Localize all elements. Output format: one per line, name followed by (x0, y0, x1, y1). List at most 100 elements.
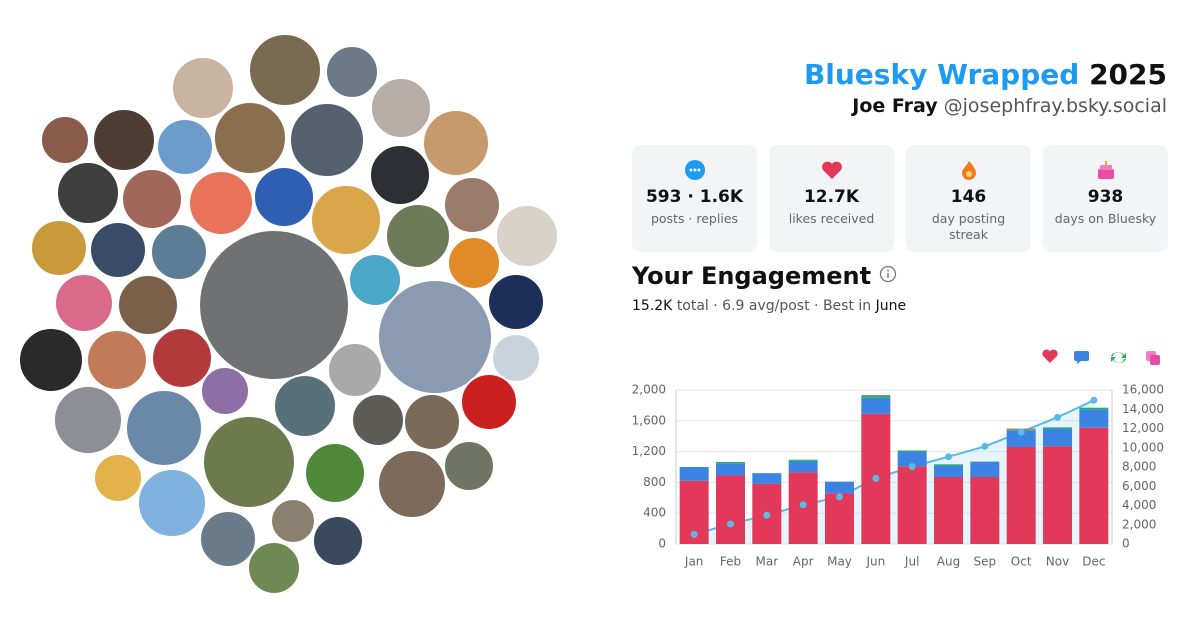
x-tick-label: Mar (756, 555, 779, 569)
avatar (18, 327, 84, 393)
y-tick-label: 1,200 (632, 444, 666, 458)
x-tick-label: Dec (1082, 555, 1105, 569)
stat-label: posts · replies (650, 211, 739, 226)
bar-segment (1006, 430, 1036, 447)
legend (1042, 349, 1160, 365)
line-point (872, 474, 880, 482)
line-point (836, 493, 843, 501)
bar-segment (861, 395, 891, 398)
display-name: Joe Fray (852, 95, 938, 117)
avatar (188, 170, 254, 236)
avatar (385, 203, 451, 269)
y-tick-label: 10,000 (1122, 440, 1164, 454)
summary: total · 6.9 avg/post · Best in (676, 298, 872, 314)
avatar (312, 515, 364, 567)
avatar (198, 229, 350, 381)
y-tick-label: 8,000 (1122, 460, 1156, 474)
avatar (495, 204, 559, 268)
bar-segment (825, 493, 854, 544)
section-summary: 15.2K total · 6.9 avg/post · Best in Jun… (632, 298, 906, 314)
handle: @josephfray.bsky.social (943, 95, 1167, 117)
bar-segment (679, 467, 709, 481)
stat-value: 146 (950, 187, 987, 207)
x-tick-label: Feb (720, 555, 741, 569)
avatar (273, 374, 337, 438)
bar-segment (716, 461, 745, 464)
avatar (447, 236, 501, 290)
avatar (151, 327, 213, 389)
y-tick-label: 800 (643, 475, 666, 489)
profile: Joe Fray @josephfray.bsky.social (852, 95, 1167, 117)
stat-value: 938 (1087, 187, 1124, 207)
bar-segment (934, 465, 963, 478)
y-tick-label: 0 (658, 537, 666, 551)
x-tick-label: Jan (684, 555, 704, 569)
bar-segment (1006, 446, 1036, 544)
y-tick-label: 2,000 (1122, 517, 1156, 531)
line-point (945, 453, 952, 461)
bar-segment (1079, 427, 1109, 544)
avatar (202, 415, 296, 509)
avatar (403, 393, 461, 451)
x-tick-label: Apr (793, 555, 814, 569)
line-point (727, 520, 734, 528)
avatar (491, 333, 541, 383)
x-tick-label: Oct (1011, 555, 1032, 569)
stat-label: likes received (788, 211, 875, 226)
avatar (30, 219, 88, 277)
avatar (53, 385, 123, 455)
bar-segment (970, 477, 1000, 544)
line-point (690, 530, 698, 538)
x-tick-label: Sep (974, 555, 997, 569)
legend-icon[interactable] (1150, 355, 1160, 365)
avatar (89, 221, 147, 279)
avatar (213, 101, 287, 175)
avatar (310, 184, 382, 256)
title: Bluesky Wrapped 2025 (804, 58, 1167, 91)
bar-segment (934, 464, 963, 466)
avatar (247, 541, 301, 595)
chart: 0 400 800 1,200 1,600 2,000 0 2,000 4,000 6,000 8,… (632, 349, 1164, 569)
avatar (370, 77, 432, 139)
legend-icon[interactable] (1074, 351, 1089, 364)
total: 15.2K (632, 298, 673, 314)
line-point (908, 463, 916, 471)
avatar (200, 366, 250, 416)
stat-card: 146 day posting streak (906, 145, 1031, 252)
x-tick-label: Jul (904, 555, 919, 569)
bar-segment (788, 460, 818, 473)
avatar (289, 102, 365, 178)
legend-icon[interactable] (1042, 349, 1058, 363)
brand: Bluesky Wrapped (803, 58, 1080, 91)
y-tick-label: 1,600 (632, 413, 666, 427)
y-tick-label: 14,000 (1122, 402, 1164, 416)
avatar (40, 115, 90, 165)
avatar (125, 389, 203, 467)
y-tick-label: 0 (1122, 537, 1130, 551)
avatar (86, 329, 148, 391)
y-tick-label: 6,000 (1122, 479, 1156, 493)
bar-segment (861, 397, 891, 414)
icon (684, 160, 705, 180)
legend-icon[interactable] (1111, 352, 1126, 363)
avatar (248, 33, 322, 107)
bar-segment (716, 463, 745, 476)
bar-segment (1079, 407, 1109, 410)
bar-segment (934, 477, 963, 544)
avatar (199, 510, 257, 568)
avatar (150, 223, 208, 281)
bar-segment (897, 466, 927, 544)
bar-segment (716, 475, 745, 544)
avatar (369, 144, 431, 206)
bar-segment (970, 461, 1000, 478)
avatar (460, 373, 518, 431)
avatar (443, 176, 501, 234)
bar-segment (897, 450, 927, 452)
avatar (443, 440, 495, 492)
info-icon[interactable] (879, 265, 897, 283)
avatar (121, 168, 183, 230)
avatar (253, 166, 315, 228)
stat-value: 593 · 1.6K (645, 187, 744, 207)
bar-segment (1043, 428, 1072, 447)
avatar (348, 253, 402, 307)
